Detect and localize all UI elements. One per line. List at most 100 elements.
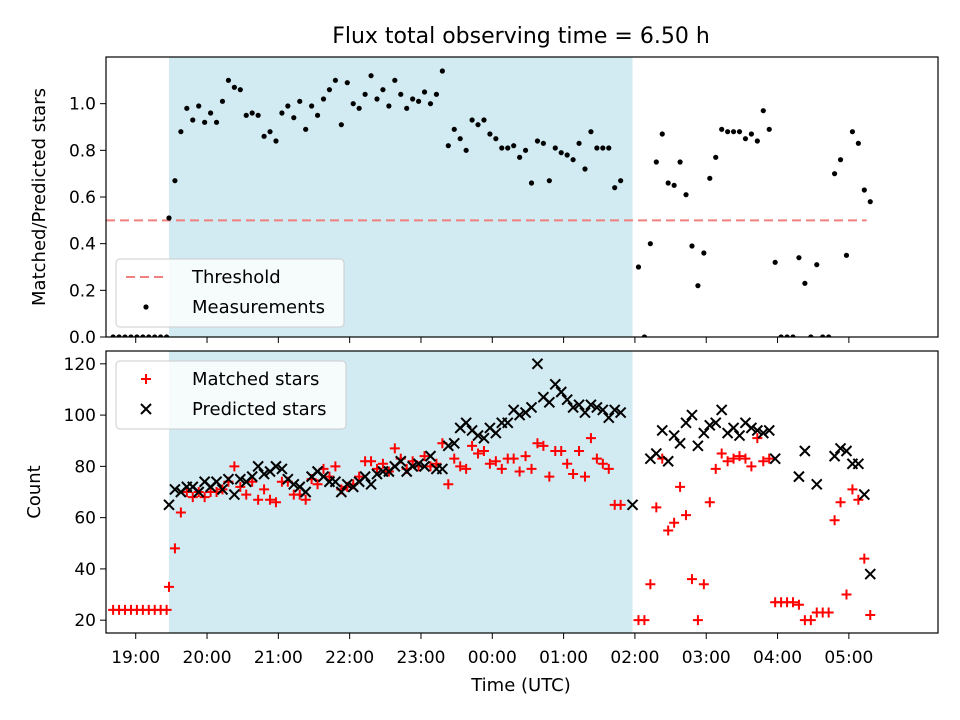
matched-star-point [377,458,388,469]
predicted-star-point [626,499,639,511]
measurement-point [273,138,279,144]
measurement-point [576,140,582,146]
predicted-star-point [163,499,175,511]
predicted-star-point [222,473,235,485]
measurement-point [606,145,612,151]
measurement-point [570,157,576,163]
predicted-star-point [531,358,544,370]
y-tick-label: 100 [64,406,96,426]
count-panel: 19:00 20:00 21:00 22:00 23:00 00:00 01:00 02:00… [24,350,939,668]
predicted-star-point [299,486,312,498]
x-tick-label: 19:00 [111,648,160,668]
predicted-star-point [329,476,342,488]
measurement-point [261,133,267,139]
measurement-point [279,110,285,116]
predicted-star-point [591,401,603,414]
measurement-point [499,145,505,151]
predicted-star-point [733,429,746,442]
matched-star-point [865,610,876,621]
matched-star-point [734,451,745,462]
predicted-star-point [472,429,484,442]
matched-star-point [829,515,840,526]
measurement-point [683,192,689,198]
predicted-star-point [763,424,775,437]
matched-star-point [312,479,323,490]
legend: Threshold Measurements [115,258,345,328]
measurement-point [861,187,867,193]
matched-star-point [354,471,365,482]
predicted-star-point [436,463,449,475]
predicted-star-point [412,458,425,470]
predicted-star-point [668,429,680,442]
predicted-star-point [406,460,419,473]
measurement-point [291,115,297,121]
measurement-point [152,334,158,337]
ratio-panel: 0.0 0.2 0.4 0.6 0.8 1.0 Matched/Predicted star… [29,56,939,348]
predicted-star-point [656,424,668,437]
measurement-point [647,241,653,247]
matched-star-point [473,448,484,459]
predicted-star-point [371,468,383,480]
matched-star-point [663,525,674,536]
measurement-point [338,122,344,128]
predicted-star-point [490,427,502,439]
matched-star-point [793,599,804,610]
matched-star-point [651,502,662,513]
measurement-point [505,145,511,151]
measurement-point [481,117,487,123]
y-tick-label: 40 [74,560,96,580]
predicted-star-point [680,417,692,429]
predicted-star-point [169,483,181,496]
measurement-point [796,255,802,261]
y-tick-label: 0.2 [69,281,96,301]
measurement-point [820,334,826,337]
measurement-point [207,110,214,116]
matched-star-point [758,456,769,467]
predicted-star-point [745,422,758,434]
matched-star-point [478,445,489,456]
measurement-point [314,112,321,118]
measurement-point [707,175,713,181]
matched-star-point [704,497,715,508]
legend-label: Matched stars [192,369,319,390]
matched-star-point [556,445,567,456]
measurement-point [790,334,796,337]
measurement-point [695,283,701,289]
measurement-point [368,73,374,79]
measurement-point [158,334,164,337]
measurement-point [760,108,766,114]
matched-star-point [443,479,454,490]
measurement-point [582,166,588,172]
matched-star-point [163,581,174,592]
measurement-point [677,159,683,165]
matched-star-point [169,543,180,554]
matched-star-point [330,461,341,472]
matched-star-point [591,453,602,464]
measurement-point [855,140,861,146]
measurement-point [122,334,128,337]
matched-star-point [728,453,739,464]
legend-measurement-swatch [143,304,149,310]
predicted-star-point [395,455,407,467]
measurement-point [178,129,184,135]
legend-box [115,258,345,328]
matched-star-point [847,484,858,495]
measurement-point [612,185,618,191]
measurement-point [671,182,677,188]
legend: Matched stars Predicted stars [115,360,347,430]
measurement-point [594,145,600,151]
measurement-point [784,334,790,337]
matched-star-point [859,553,870,564]
matched-star-point [199,492,210,503]
measurement-point [433,91,440,97]
predicted-star-point [650,447,663,460]
measurement-point [421,89,428,95]
measurement-point [398,91,404,97]
measurement-point [528,180,535,186]
predicted-star-point [525,401,538,414]
measurement-point [766,126,772,132]
matched-star-point [710,463,721,474]
predicted-star-point [799,445,811,457]
measurement-point [451,126,457,132]
measurement-point [701,250,707,256]
